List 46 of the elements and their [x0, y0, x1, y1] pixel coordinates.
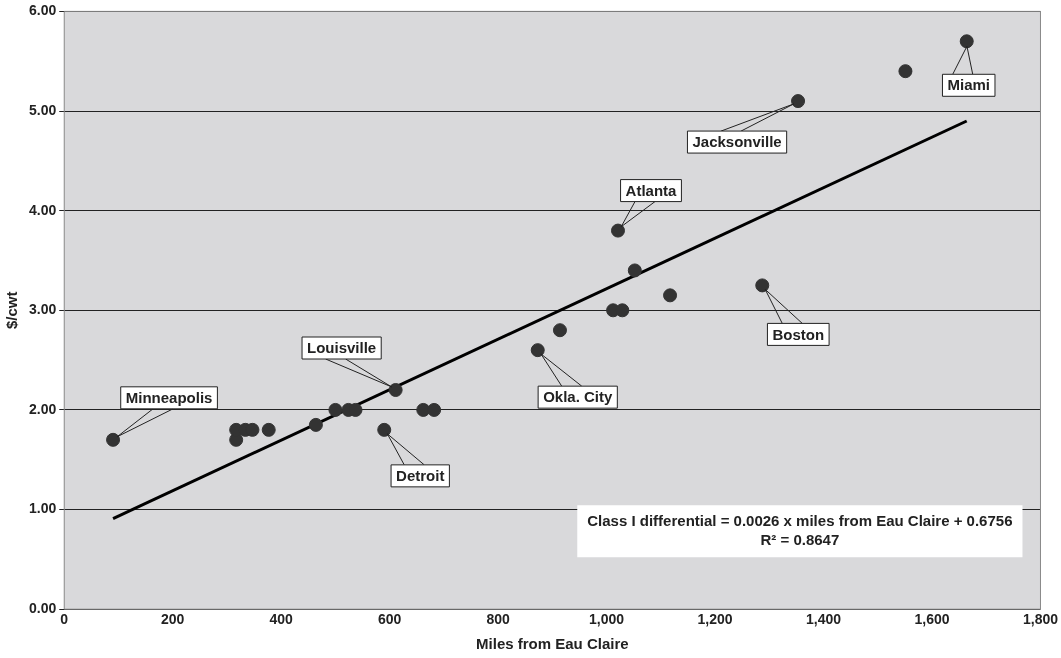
- x-tick-label: 1,400: [806, 611, 842, 628]
- point: [388, 383, 403, 398]
- x-tick-label: 600: [377, 611, 402, 628]
- annotation: Detroit: [396, 467, 445, 484]
- x-tick-label: 1,800: [1022, 611, 1059, 628]
- point: [308, 417, 323, 432]
- point: [627, 263, 642, 278]
- annotation: Jacksonville: [692, 133, 782, 151]
- annotation: Miami: [947, 76, 990, 94]
- annotation: Okla. City: [543, 388, 613, 406]
- x-tick-label: 800: [486, 611, 511, 628]
- y-axis-title: $/cwt: [3, 291, 21, 330]
- annotation: Minneapolis: [125, 388, 213, 406]
- annotation: Boston: [772, 325, 825, 343]
- annotation: Atlanta: [625, 181, 678, 199]
- point: [898, 64, 913, 79]
- point: [328, 402, 343, 417]
- point: [552, 323, 567, 338]
- x-tick-label: 1,200: [697, 611, 733, 628]
- annotation: Class I differential = 0.0026 x miles from Eau Claire + 0.6756: [587, 511, 1013, 529]
- x-tick-label: 0: [60, 611, 69, 628]
- y-tick-label: 5.00: [29, 101, 57, 118]
- point: [615, 303, 630, 318]
- point: [530, 343, 545, 358]
- point: [791, 94, 806, 109]
- x-tick-label: 1,000: [589, 611, 625, 628]
- y-tick-label: 6.00: [29, 2, 57, 19]
- y-tick-label: 3.00: [29, 301, 57, 318]
- x-tick-label: 400: [269, 611, 294, 628]
- y-tick-label: 4.00: [29, 201, 57, 218]
- point: [427, 402, 442, 417]
- x-axis-title: Miles from Eau Claire: [476, 635, 629, 653]
- point: [106, 432, 121, 447]
- point: [959, 34, 974, 49]
- point: [755, 278, 770, 293]
- annotation: Louisville: [307, 339, 377, 357]
- y-tick-label: 0.00: [29, 600, 57, 617]
- point: [261, 422, 276, 437]
- annotation: R² = 0.8647: [760, 530, 840, 548]
- point: [377, 422, 392, 437]
- y-tick-label: 2.00: [29, 400, 57, 417]
- point: [610, 223, 625, 238]
- x-tick-label: 200: [161, 611, 185, 628]
- point: [663, 288, 678, 303]
- x-tick-label: 1,600: [914, 611, 950, 628]
- y-tick-label: 1.00: [29, 500, 57, 517]
